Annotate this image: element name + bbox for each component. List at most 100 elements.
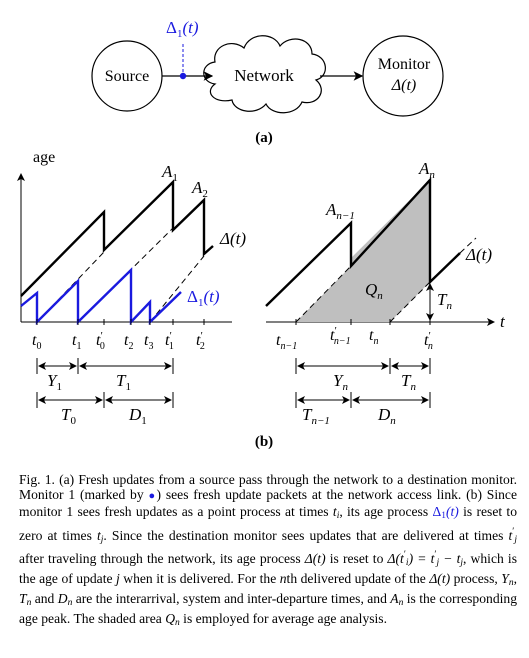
delta1-process xyxy=(20,267,182,326)
label-delta-left: Δ(t) xyxy=(219,229,246,248)
panel-a: Source Δ1(t) Network Monitor Δ(t) (a) xyxy=(91,18,444,146)
ticks-right xyxy=(295,319,431,325)
caption-text: th delivered update of the xyxy=(286,571,430,587)
caption-text: Fig. 1. (a) Fresh updates from a source … xyxy=(19,472,517,503)
label-delta-right: Δ(t) xyxy=(465,245,492,264)
caption-text: is reset to xyxy=(325,550,388,566)
caption-math: j xyxy=(514,534,517,545)
figure: Source Δ1(t) Network Monitor Δ(t) (a) ag… xyxy=(17,18,506,450)
interval-labels-left: Y1 T1 T0 D1 xyxy=(47,371,147,427)
tick-tn-1-prime: t′ n−1 xyxy=(330,325,351,347)
caption-math: n xyxy=(26,598,32,609)
panel-b-label: (b) xyxy=(255,434,273,450)
caption-math: 1 xyxy=(441,511,446,522)
caption-math: i xyxy=(336,511,340,522)
caption-text: is employed for average age analysis. xyxy=(179,611,387,627)
age-axis-label: age xyxy=(33,149,55,166)
tick-tn-1: tn−1 xyxy=(276,332,297,352)
t-axis-label: t xyxy=(500,312,506,331)
caption-math: − t xyxy=(439,550,461,566)
intervals-right xyxy=(295,358,431,408)
interval-Dn: Dn xyxy=(377,405,396,427)
caption-text: are the interarrival, system and inter-d… xyxy=(72,591,391,607)
panel-a-label: (a) xyxy=(255,130,273,146)
age-process-right xyxy=(265,176,461,307)
dashed-reset-r1 xyxy=(295,265,352,323)
caption-math: (t) xyxy=(445,504,459,520)
tick-t2-prime: t′ 2 xyxy=(196,330,205,352)
caption-math: Q xyxy=(165,611,176,627)
caption-math: Δ(t) xyxy=(304,550,326,566)
caption-text: ) sees fresh update packets at the netwo… xyxy=(19,487,517,520)
interval-T0: T0 xyxy=(61,405,76,427)
source-label: Source xyxy=(105,68,149,85)
caption-text: after traveling through the network, its… xyxy=(19,550,305,566)
caption-math: ) = t xyxy=(408,550,435,566)
caption-math: D xyxy=(57,591,68,607)
label-A2: A2 xyxy=(191,178,208,200)
intervals-left xyxy=(36,358,174,408)
interval-D1: D1 xyxy=(128,405,147,427)
caption-text: and xyxy=(31,591,58,607)
caption-text: is the corresponding age peak. The shade… xyxy=(19,591,517,627)
panel-b-left: age A1 A2 Δ(t) Δ1(t) xyxy=(17,149,246,427)
caption-math: Δ(t xyxy=(387,550,404,566)
blue-dot-icon: ● xyxy=(148,490,157,503)
interval-Y1: Y1 xyxy=(47,371,62,393)
caption-math: j xyxy=(436,557,440,568)
caption-math: n xyxy=(279,571,287,587)
figure-caption: Fig. 1. (a) Fresh updates from a source … xyxy=(19,472,517,632)
tick-t1: t1 xyxy=(72,332,81,352)
delta1-label-a: Δ1(t) xyxy=(166,18,199,40)
network-label: Network xyxy=(234,66,294,85)
tick-tn: tn xyxy=(369,327,378,347)
caption-math: A xyxy=(390,591,399,607)
tick-labels-left: t0 t1 t′ 0 t2 t3 t′ 1 t′ 2 xyxy=(32,330,205,352)
monitor-node xyxy=(362,35,444,117)
caption-math: t xyxy=(332,504,337,520)
label-A1: A1 xyxy=(161,162,178,184)
caption-math: T xyxy=(19,591,27,607)
interval-Tn: Tn xyxy=(401,371,416,393)
tick-t2: t2 xyxy=(124,332,133,352)
interval-Tn-1: Tn−1 xyxy=(302,405,330,427)
ticks-left xyxy=(36,319,205,325)
caption-math: Δ(t) xyxy=(429,571,451,587)
dashed-tail-r xyxy=(459,237,477,254)
monitor-label: Monitor xyxy=(378,56,431,73)
caption-math: t xyxy=(96,527,101,543)
caption-text: , xyxy=(513,571,517,587)
caption-math: n xyxy=(398,598,404,609)
interval-labels-right: Yn Tn Tn−1 Dn xyxy=(302,371,416,427)
label-An: An xyxy=(418,159,435,181)
caption-text: when it is delivered. For the xyxy=(119,571,280,587)
label-An-1: An−1 xyxy=(325,200,355,222)
monitor1-dot xyxy=(179,72,187,80)
caption-math: Y xyxy=(501,571,509,587)
tick-t0: t0 xyxy=(32,332,41,352)
caption-text: process, xyxy=(450,571,502,587)
caption-math: t xyxy=(508,527,513,543)
interval-Yn: Yn xyxy=(333,371,348,393)
dashed-reset-3 xyxy=(149,255,205,323)
caption-math: ′ xyxy=(512,526,515,537)
label-Qn: Qn xyxy=(365,280,383,302)
caption-text: is reset to zero at times xyxy=(19,504,518,543)
dashed-reset-1 xyxy=(36,251,105,323)
age-process-left xyxy=(20,179,214,297)
tick-t3: t3 xyxy=(144,332,153,352)
caption-text: , its age process xyxy=(339,504,433,520)
tick-t0-prime: t′ 0 xyxy=(96,330,105,352)
caption-math: n xyxy=(508,578,514,589)
interval-T1: T1 xyxy=(116,371,131,393)
caption-math: j xyxy=(100,534,104,545)
caption-text: , which is the age of update xyxy=(19,550,518,587)
tick-labels-right: tn−1 t′ n−1 tn t′ n xyxy=(276,325,433,352)
caption-math: Δ xyxy=(432,504,442,520)
caption-math: j xyxy=(116,571,120,587)
caption-math: j xyxy=(460,557,463,568)
caption-math: ′ xyxy=(434,549,437,560)
tick-t1-prime: t′ 1 xyxy=(165,330,174,352)
caption-text: . Since the destination monitor sees upd… xyxy=(103,527,509,543)
tick-tn-prime: t′ n xyxy=(424,330,433,352)
